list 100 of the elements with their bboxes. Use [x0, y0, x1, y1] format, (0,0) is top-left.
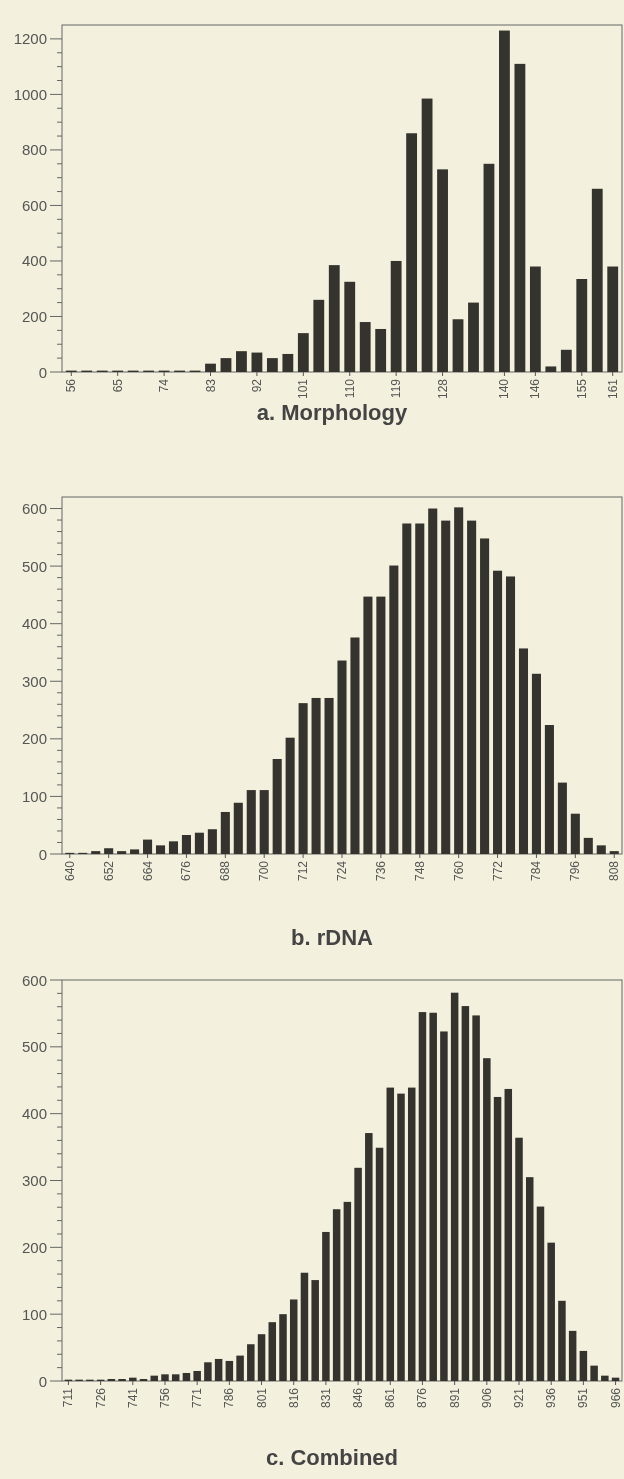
x-tick-label: 700 [257, 860, 272, 882]
bar [576, 279, 588, 372]
x-tick-label: 711 [61, 1387, 76, 1408]
x-tick-label: 936 [544, 1387, 559, 1409]
bar [268, 1322, 277, 1381]
bar [397, 1093, 405, 1381]
bar [272, 758, 282, 854]
bar [557, 782, 567, 854]
y-tick-label: 400 [21, 252, 47, 270]
x-tick-label: 110 [342, 378, 357, 399]
bar [570, 813, 580, 854]
bar [525, 1177, 534, 1381]
bar [181, 835, 191, 854]
x-tick-label: 712 [296, 860, 311, 882]
bar [343, 1201, 352, 1381]
bar [499, 30, 510, 372]
bar [375, 328, 387, 372]
y-tick-label: 0 [38, 845, 47, 863]
bar [266, 358, 278, 372]
bar [437, 169, 448, 372]
y-tick-label: 400 [21, 1105, 47, 1123]
bar [207, 829, 217, 854]
y-tick-label: 500 [21, 1038, 47, 1056]
x-tick-label: 846 [351, 1387, 366, 1409]
bar [583, 837, 593, 854]
bar [194, 832, 204, 854]
x-tick-label: 786 [222, 1387, 237, 1409]
text: a. Morphology [256, 400, 408, 425]
bar [257, 1334, 266, 1381]
bar [418, 1012, 427, 1381]
bar [518, 648, 529, 854]
x-tick-label: 726 [93, 1387, 108, 1409]
bar [468, 302, 479, 372]
bar [322, 1231, 330, 1381]
x-tick-label: 724 [335, 860, 349, 882]
bar [311, 697, 321, 854]
bar [607, 266, 619, 372]
bar [480, 538, 490, 854]
bar [536, 1206, 545, 1381]
y-tick-label: 0 [38, 1372, 47, 1390]
x-tick-label: 748 [412, 860, 427, 882]
bar [129, 1377, 137, 1381]
x-tick-label: 771 [190, 1387, 205, 1409]
x-tick-label: 652 [101, 860, 116, 882]
x-tick-label: 688 [218, 860, 233, 882]
x-tick-label: 966 [608, 1387, 623, 1409]
bar [596, 845, 606, 854]
bar [313, 299, 325, 372]
x-tick-label: 146 [528, 378, 543, 400]
bar [390, 260, 402, 372]
x-tick-label: 756 [157, 1387, 172, 1409]
bar [297, 333, 309, 372]
bar [579, 1350, 588, 1382]
x-tick-label: 101 [296, 378, 311, 400]
x-tick-label: 801 [254, 1387, 269, 1409]
bar [171, 1374, 180, 1381]
bar [472, 1015, 480, 1381]
x-tick-label: 891 [447, 1387, 462, 1409]
x-tick-label: 876 [415, 1387, 430, 1409]
x-tick-label: 760 [451, 860, 466, 882]
x-tick-label: 161 [605, 378, 620, 400]
bar [285, 737, 295, 854]
bar [182, 1372, 191, 1381]
bar [332, 1209, 341, 1381]
y-tick-label: 600 [21, 971, 47, 989]
x-tick-label: 140 [497, 378, 512, 400]
text: c. Combined [265, 1445, 399, 1470]
x-tick-label: 664 [140, 860, 155, 882]
bar [236, 351, 247, 372]
x-tick-label: 119 [389, 378, 404, 399]
bar [118, 1378, 126, 1381]
x-tick-label: 772 [490, 860, 505, 882]
x-tick-label: 906 [479, 1387, 494, 1409]
x-tick-label: 808 [607, 860, 622, 882]
bar [233, 802, 243, 854]
bar [251, 352, 263, 372]
bar [450, 992, 459, 1381]
bar [246, 790, 256, 854]
x-tick-label: 951 [576, 1387, 591, 1409]
text: b. rDNA [291, 925, 374, 950]
bar [531, 673, 541, 854]
bar [259, 790, 269, 854]
x-tick-label: 92 [249, 378, 264, 393]
bar [225, 1360, 234, 1381]
bar [350, 637, 360, 854]
bar [590, 1365, 598, 1381]
bar [337, 660, 347, 854]
bar [529, 266, 541, 372]
bar [514, 63, 526, 372]
bar [139, 1378, 148, 1381]
bar [389, 565, 399, 854]
y-tick-label: 1200 [13, 30, 47, 48]
x-tick-label: 921 [512, 1387, 527, 1409]
bar [601, 1375, 609, 1381]
bar [386, 1087, 395, 1381]
bar [143, 839, 153, 854]
x-tick-label: 128 [435, 378, 450, 400]
bar [415, 523, 425, 854]
bar [236, 1355, 244, 1381]
bar [421, 98, 433, 372]
